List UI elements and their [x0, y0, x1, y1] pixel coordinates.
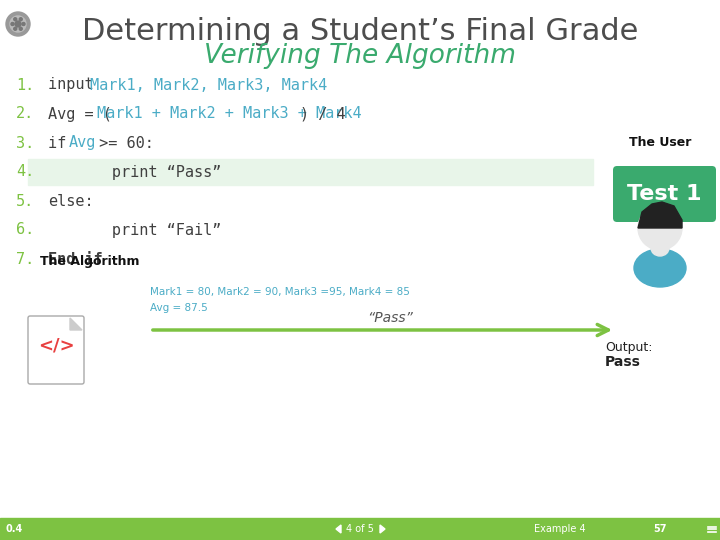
Text: input: input — [48, 78, 103, 92]
Text: </>: </> — [37, 337, 74, 355]
Text: Pass: Pass — [605, 355, 641, 369]
Text: The User: The User — [629, 136, 691, 148]
Text: if: if — [48, 136, 76, 151]
Text: Example 4: Example 4 — [534, 524, 586, 534]
Text: print “Fail”: print “Fail” — [48, 222, 221, 238]
Circle shape — [19, 18, 22, 21]
Circle shape — [14, 18, 17, 21]
Text: 5.: 5. — [16, 193, 34, 208]
Text: 7.: 7. — [16, 252, 34, 267]
Circle shape — [15, 21, 21, 27]
FancyBboxPatch shape — [28, 316, 84, 384]
Text: 4.: 4. — [16, 165, 34, 179]
Polygon shape — [380, 525, 385, 533]
Text: 2.: 2. — [16, 106, 34, 122]
Circle shape — [11, 23, 14, 25]
Circle shape — [638, 206, 682, 250]
Circle shape — [14, 27, 17, 30]
Bar — [0, 518, 720, 540]
Text: 57: 57 — [653, 524, 667, 534]
Text: Avg = (: Avg = ( — [48, 106, 112, 122]
Circle shape — [22, 23, 25, 25]
Text: ) / 4: ) / 4 — [300, 106, 346, 122]
Circle shape — [10, 16, 26, 32]
Text: print “Pass”: print “Pass” — [48, 165, 221, 179]
Text: Test 1: Test 1 — [626, 184, 701, 204]
Text: 4 of 5: 4 of 5 — [346, 524, 374, 534]
Circle shape — [6, 12, 30, 36]
Text: 6.: 6. — [16, 222, 34, 238]
Text: Mark1, Mark2, Mark3, Mark4: Mark1, Mark2, Mark3, Mark4 — [90, 78, 328, 92]
Text: Mark1 + Mark2 + Mark3 + Mark4: Mark1 + Mark2 + Mark3 + Mark4 — [97, 106, 361, 122]
Polygon shape — [336, 525, 341, 533]
Bar — [28, 159, 593, 185]
Text: 1.: 1. — [16, 78, 34, 92]
Polygon shape — [70, 318, 82, 330]
Text: 3.: 3. — [16, 136, 34, 151]
Circle shape — [19, 27, 22, 30]
Text: The Algorithm: The Algorithm — [40, 255, 140, 268]
Polygon shape — [638, 202, 682, 228]
Ellipse shape — [651, 240, 669, 256]
Text: >= 60:: >= 60: — [90, 136, 154, 151]
Text: Mark1 = 80, Mark2 = 90, Mark3 =95, Mark4 = 85: Mark1 = 80, Mark2 = 90, Mark3 =95, Mark4… — [150, 287, 410, 297]
Text: Output:: Output: — [605, 341, 652, 354]
Text: 0.4: 0.4 — [6, 524, 23, 534]
Text: Verifying The Algorithm: Verifying The Algorithm — [204, 43, 516, 69]
Text: Determining a Student’s Final Grade: Determining a Student’s Final Grade — [82, 17, 638, 46]
Text: End if: End if — [48, 252, 103, 267]
Ellipse shape — [634, 249, 686, 287]
Text: “Pass”: “Pass” — [367, 311, 413, 325]
Text: Avg: Avg — [69, 136, 96, 151]
Text: else:: else: — [48, 193, 94, 208]
FancyBboxPatch shape — [613, 166, 716, 222]
Text: Avg = 87.5: Avg = 87.5 — [150, 303, 208, 313]
